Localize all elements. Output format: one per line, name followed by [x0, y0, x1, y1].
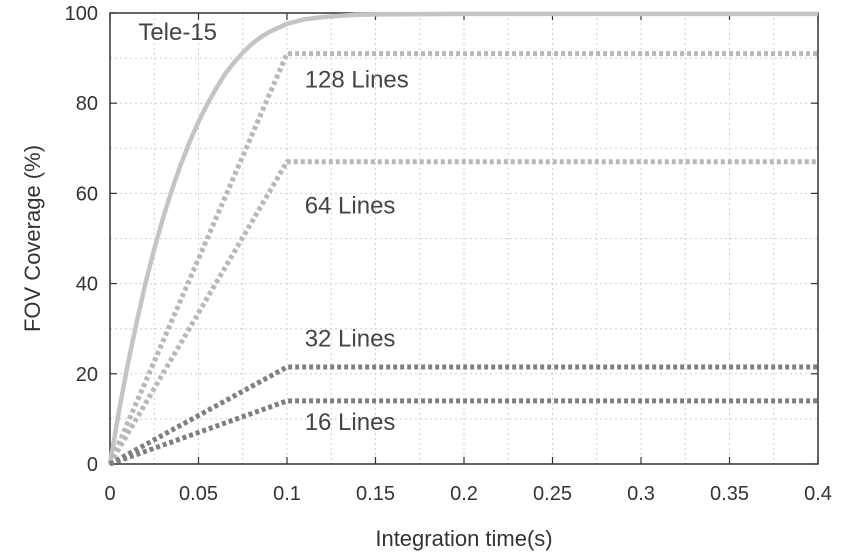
y-tick-label: 20 — [76, 364, 98, 386]
x-tick-label: 0.1 — [273, 483, 301, 505]
y-tick-label: 100 — [65, 3, 98, 25]
series-label: 64 Lines — [305, 193, 396, 220]
x-axis-title: Integration time(s) — [375, 526, 552, 551]
y-axis-title: FOV Coverage (%) — [20, 145, 45, 332]
y-tick-labels: 0 20 40 60 80 100 — [65, 3, 98, 476]
series-group — [107, 11, 818, 467]
grid-lines — [110, 13, 818, 464]
y-tick-label: 80 — [76, 93, 98, 115]
x-tick-label: 0.05 — [179, 483, 218, 505]
x-tick-label: 0.15 — [356, 483, 395, 505]
x-tick-label: 0.4 — [804, 483, 832, 505]
x-tick-label: 0.35 — [710, 483, 749, 505]
y-tick-label: 0 — [87, 454, 98, 476]
x-tick-label: 0.25 — [533, 483, 572, 505]
series-label: Tele-15 — [138, 19, 217, 46]
series-label: 32 Lines — [305, 326, 396, 353]
series-label: 16 Lines — [305, 409, 396, 436]
series-label: 128 Lines — [305, 66, 409, 93]
x-tick-label: 0 — [104, 483, 115, 505]
x-tick-labels: 0 0.05 0.1 0.15 0.2 0.25 0.3 0.35 0.4 — [104, 483, 831, 505]
series-line-128-lines — [107, 51, 818, 465]
series-line-16-lines — [109, 398, 818, 467]
y-tick-label: 60 — [76, 183, 98, 205]
series-line-32-lines — [108, 364, 818, 467]
series-labels: Tele-15 128 Lines 64 Lines 32 Lines 16 Lines — [138, 19, 408, 436]
x-tick-label: 0.3 — [627, 483, 655, 505]
x-tick-label: 0.2 — [450, 483, 478, 505]
series-line-64-lines — [107, 159, 818, 466]
y-tick-label: 40 — [76, 274, 98, 296]
series-line-tele-15 — [107, 11, 818, 465]
